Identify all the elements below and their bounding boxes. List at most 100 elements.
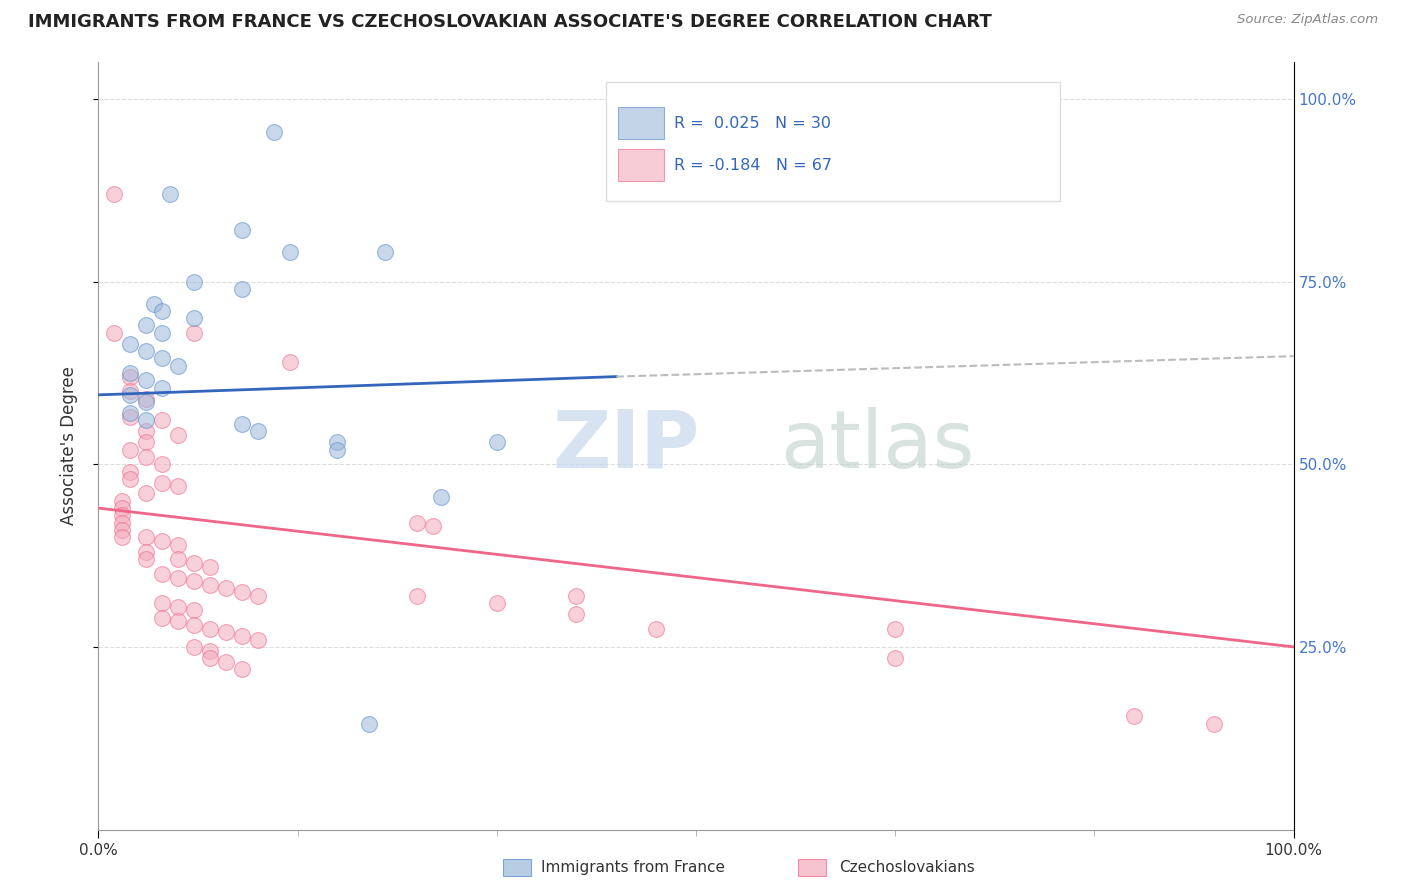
Point	[422, 519, 444, 533]
Point	[135, 545, 157, 559]
Point	[150, 413, 173, 427]
Point	[135, 552, 157, 566]
Text: IMMIGRANTS FROM FRANCE VS CZECHOSLOVAKIAN ASSOCIATE'S DEGREE CORRELATION CHART: IMMIGRANTS FROM FRANCE VS CZECHOSLOVAKIA…	[28, 13, 991, 31]
Point	[884, 651, 907, 665]
Point	[183, 640, 205, 654]
Point	[120, 472, 142, 486]
Point	[183, 326, 205, 340]
Point	[884, 622, 907, 636]
Point	[167, 359, 190, 373]
Point	[326, 442, 349, 457]
Point	[167, 428, 190, 442]
Point	[183, 556, 205, 570]
Point	[135, 395, 157, 409]
Point	[150, 610, 173, 624]
Point	[198, 651, 221, 665]
Point	[215, 582, 238, 596]
Point	[120, 465, 142, 479]
Y-axis label: Associate's Degree: Associate's Degree	[59, 367, 77, 525]
Point	[565, 589, 588, 603]
Point	[231, 282, 253, 296]
Text: atlas: atlas	[779, 407, 974, 485]
Point	[111, 516, 134, 530]
Point	[374, 245, 396, 260]
Point	[406, 589, 429, 603]
Point	[231, 585, 253, 599]
Point	[135, 486, 157, 500]
Point	[120, 442, 142, 457]
Point	[278, 355, 301, 369]
Text: ZIP: ZIP	[553, 407, 700, 485]
Point	[167, 479, 190, 493]
Point	[246, 425, 269, 439]
Bar	[619, 107, 664, 139]
Point	[150, 566, 173, 581]
Point	[183, 603, 205, 617]
Point	[111, 508, 134, 523]
FancyBboxPatch shape	[606, 81, 1060, 201]
Point	[231, 417, 253, 431]
Point	[111, 523, 134, 537]
Bar	[797, 858, 827, 876]
Point	[278, 245, 301, 260]
Point	[215, 655, 238, 669]
Point	[150, 457, 173, 471]
Point	[231, 629, 253, 643]
Point	[150, 475, 173, 490]
Point	[246, 632, 269, 647]
Point	[120, 406, 142, 420]
Point	[150, 380, 173, 394]
Point	[231, 223, 253, 237]
Point	[143, 296, 166, 310]
Point	[111, 493, 134, 508]
Point	[183, 618, 205, 632]
Point	[231, 662, 253, 676]
Point	[183, 275, 205, 289]
Point	[406, 516, 429, 530]
Point	[565, 607, 588, 621]
Point	[430, 490, 453, 504]
Point	[167, 599, 190, 614]
Text: Source: ZipAtlas.com: Source: ZipAtlas.com	[1237, 13, 1378, 27]
Text: Immigrants from France: Immigrants from France	[541, 860, 725, 874]
Point	[120, 388, 142, 402]
Point	[111, 501, 134, 516]
Point	[135, 435, 157, 450]
Point	[120, 409, 142, 424]
Point	[645, 622, 668, 636]
Point	[120, 366, 142, 380]
Point	[111, 530, 134, 544]
Text: R =  0.025   N = 30: R = 0.025 N = 30	[675, 116, 831, 130]
Point	[326, 435, 349, 450]
Bar	[619, 149, 664, 181]
Point	[120, 384, 142, 399]
Point	[150, 596, 173, 610]
Point	[135, 413, 157, 427]
Bar	[503, 858, 531, 876]
Point	[135, 392, 157, 406]
Point	[103, 186, 125, 201]
Point	[167, 538, 190, 552]
Point	[135, 344, 157, 359]
Point	[1202, 716, 1225, 731]
Point	[120, 369, 142, 384]
Point	[135, 373, 157, 387]
Point	[359, 716, 381, 731]
Point	[135, 425, 157, 439]
Point	[167, 570, 190, 584]
Point	[150, 303, 173, 318]
Point	[135, 450, 157, 464]
Point	[485, 596, 508, 610]
Point	[150, 326, 173, 340]
Point	[167, 615, 190, 629]
Point	[198, 622, 221, 636]
Point	[485, 435, 508, 450]
Point	[246, 589, 269, 603]
Point	[1123, 709, 1146, 723]
Text: R = -0.184   N = 67: R = -0.184 N = 67	[675, 158, 832, 173]
Point	[198, 559, 221, 574]
Point	[150, 351, 173, 366]
Point	[135, 318, 157, 333]
Point	[120, 336, 142, 351]
Point	[135, 530, 157, 544]
